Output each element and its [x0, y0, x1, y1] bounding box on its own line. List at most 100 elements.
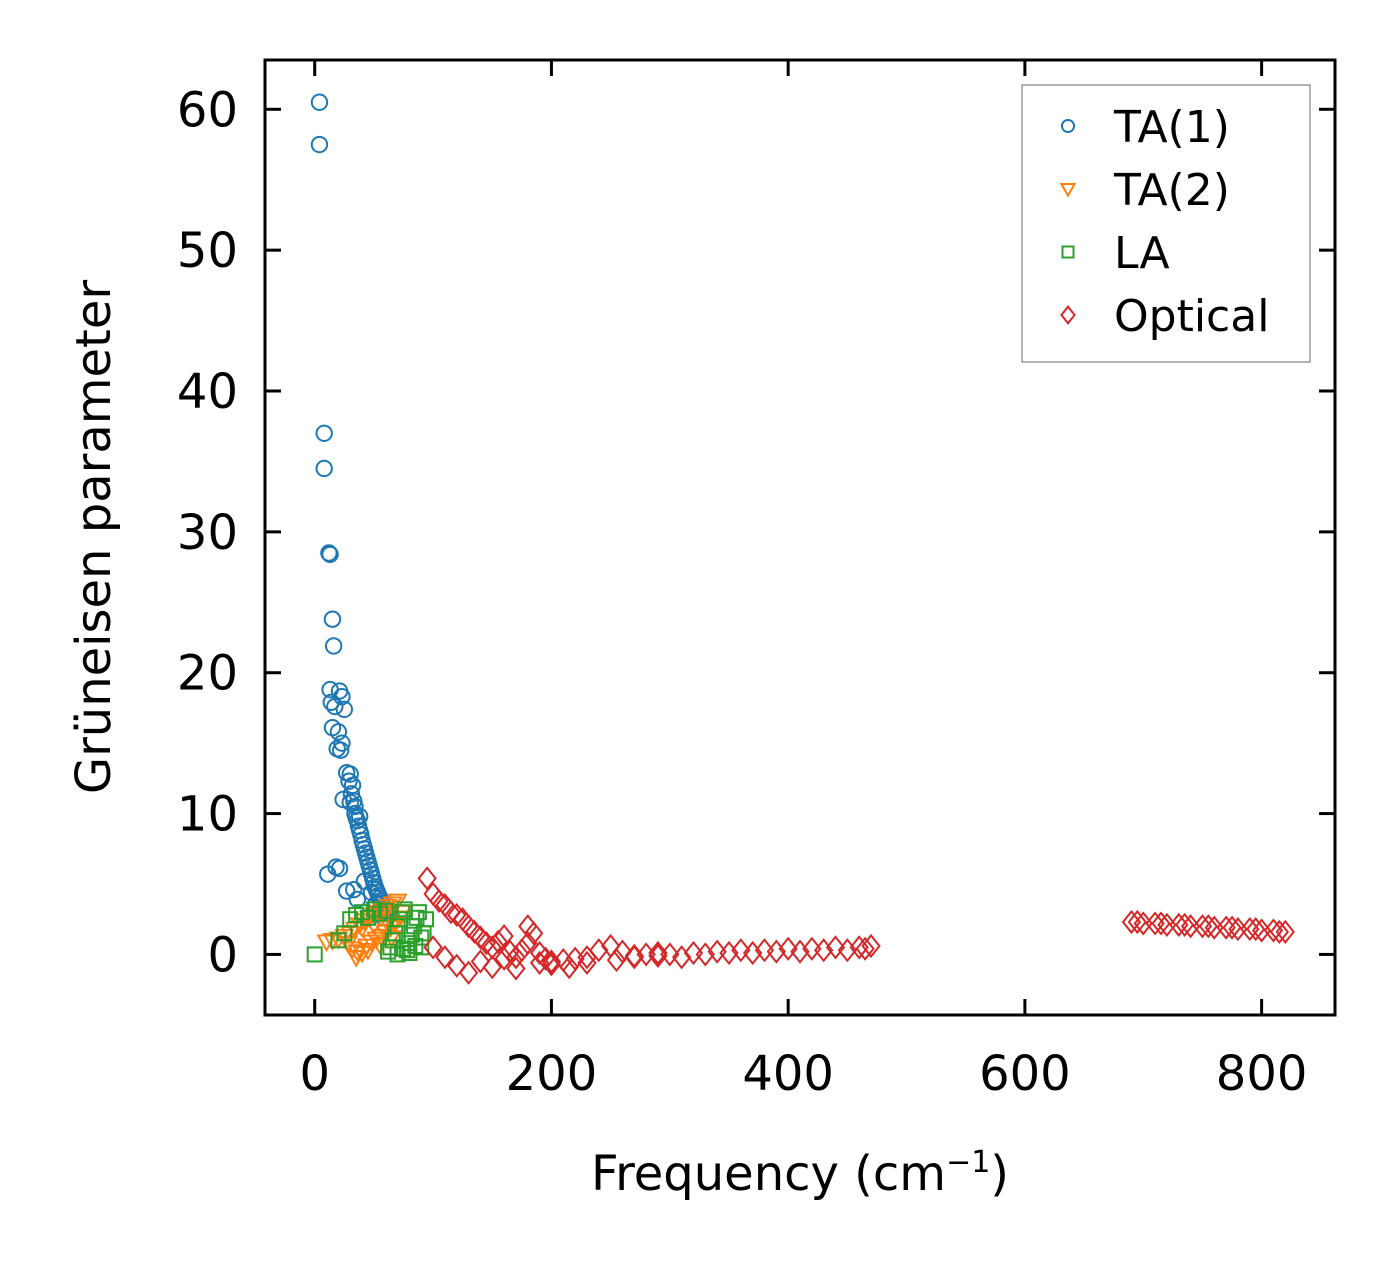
data-point: [345, 880, 363, 899]
data-point: [413, 929, 430, 946]
data-point: [506, 956, 526, 981]
data-point: [310, 93, 329, 111]
data-point: [683, 940, 704, 966]
data-point: [1198, 914, 1219, 939]
data-point: [1240, 916, 1260, 942]
data-point: [802, 936, 822, 961]
x-tick-label: 400: [742, 1046, 834, 1102]
data-point: [1275, 919, 1295, 944]
data-point: [458, 960, 479, 985]
data-point: [1222, 915, 1242, 940]
data-point: [855, 936, 875, 961]
data-point: [330, 859, 349, 878]
data-point: [861, 933, 881, 959]
data-point: [389, 946, 406, 963]
data-point: [589, 938, 609, 963]
data-point: [494, 946, 514, 971]
data-point: [341, 765, 359, 783]
data-point: [335, 700, 354, 719]
data-point: [790, 939, 810, 964]
data-point: [577, 950, 597, 975]
data-point: [371, 905, 388, 922]
data-point: [403, 926, 420, 943]
data-point: [825, 935, 846, 960]
data-point: [719, 940, 739, 966]
legend-box: [1021, 84, 1311, 363]
data-point: [333, 734, 351, 752]
data-point: [1145, 911, 1165, 936]
data-point: [488, 929, 508, 954]
data-point: [324, 637, 343, 655]
data-point: [407, 937, 424, 954]
data-point: [648, 940, 668, 966]
series-la: [306, 901, 434, 963]
data-point: [606, 947, 627, 973]
legend-label: LA: [1114, 228, 1170, 279]
y-tick-label: 30: [177, 505, 238, 561]
data-point: [1246, 916, 1266, 942]
data-point: [362, 883, 381, 902]
data-point: [310, 135, 329, 154]
legend-marker: [1060, 305, 1076, 325]
data-point: [766, 939, 787, 964]
data-point: [1216, 915, 1236, 940]
data-point: [778, 936, 798, 961]
data-point: [346, 949, 367, 968]
data-point: [334, 790, 352, 809]
x-tick-label: 0: [299, 1046, 330, 1102]
axis-ticks: 0 200 400 600 800 0 10 20 30 40 50 60: [177, 60, 1335, 1102]
data-point: [731, 938, 751, 963]
data-point: [417, 866, 437, 891]
legend-marker: [1060, 118, 1076, 134]
data-point: [1151, 911, 1171, 936]
data-point: [354, 904, 371, 921]
data-point: [340, 772, 358, 790]
data-point: [518, 931, 538, 956]
y-tick-label: 20: [177, 646, 238, 702]
legend-label: TA(2): [1113, 165, 1230, 216]
data-point: [660, 942, 680, 967]
x-tick-label: 200: [506, 1046, 598, 1102]
data-point: [529, 950, 550, 975]
data-point: [1269, 919, 1290, 944]
series-optical: [417, 866, 1295, 985]
data-point: [348, 906, 365, 923]
data-point: [447, 953, 467, 978]
data-point: [357, 942, 379, 961]
data-point: [1169, 912, 1189, 937]
data-point: [361, 934, 382, 953]
data-point: [315, 459, 333, 478]
data-point: [323, 610, 342, 628]
data-point: [337, 882, 356, 900]
data-point: [306, 946, 323, 963]
data-point: [359, 909, 376, 926]
data-point: [524, 921, 544, 946]
plot-frame: [263, 58, 1337, 1017]
data-point: [482, 955, 502, 980]
data-point: [541, 952, 562, 977]
x-tick-label: 800: [1216, 1046, 1308, 1102]
data-point: [321, 545, 339, 564]
data-point: [447, 902, 467, 928]
legend: TA(1) TA(2) LA Optical: [1021, 84, 1311, 363]
data-point: [342, 941, 363, 960]
data-point: [429, 888, 449, 914]
data-point: [320, 544, 338, 562]
y-tick-label: 50: [177, 223, 238, 279]
data-point: [423, 935, 443, 960]
y-tick-label: 60: [177, 82, 238, 138]
data-point: [441, 900, 461, 925]
data-point: [363, 917, 385, 936]
data-point: [380, 943, 397, 960]
data-point: [813, 938, 834, 963]
legend-label: TA(1): [1113, 102, 1230, 153]
data-point: [350, 807, 369, 826]
legend-marker: [1061, 245, 1075, 259]
data-point: [329, 723, 348, 741]
data-point: [1192, 914, 1213, 939]
data-point: [707, 939, 727, 964]
data-point: [648, 943, 668, 968]
data-point: [671, 945, 692, 970]
x-axis-label: Frequency (cm−1): [591, 1145, 1009, 1202]
